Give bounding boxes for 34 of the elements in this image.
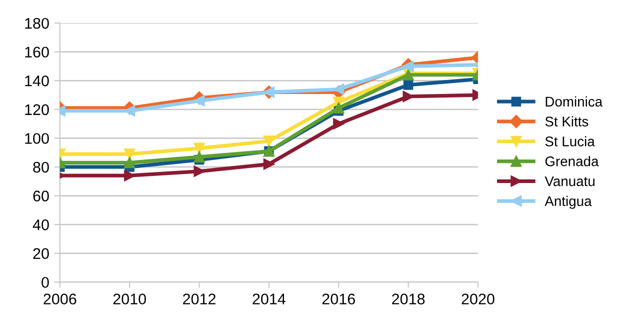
legend-label: Antigua [544,196,592,209]
x-tick-label: 2020 [462,294,494,304]
point [124,148,136,160]
y-tick-label: 120 [25,104,49,116]
legend-label: St Kitts [545,116,588,126]
point [124,157,136,168]
y-tick-label: 60 [33,190,49,202]
legend-label: Dominica [546,96,603,107]
y-tick-label: 20 [33,248,49,260]
y-tick-label: 160 [25,46,49,58]
x-tick-label: 2010 [113,294,146,304]
x-tick-label: 2006 [44,294,76,304]
x-tick-label: 2016 [322,294,355,304]
point [402,60,414,72]
point [333,118,344,130]
legend-label: Vanuatu [544,176,594,186]
point [194,142,205,154]
legend-label: St Lucia [545,136,595,146]
y-tick-label: 100 [25,133,49,144]
y-tick-label: 180 [25,18,49,29]
point [263,136,274,147]
x-tick-label: 2014 [252,294,286,304]
y-tick-label: 140 [25,76,49,86]
x-tick-label: 2012 [183,294,216,304]
point [333,102,344,114]
point [403,80,414,90]
point [263,158,274,170]
point [194,95,205,106]
y-tick-label: 80 [33,162,49,173]
point [194,151,205,162]
x-tick-label: 2018 [392,294,425,304]
legend-label: Grenada [545,156,599,166]
y-tick-label: 0 [42,276,49,288]
y-tick-label: 40 [32,219,49,230]
